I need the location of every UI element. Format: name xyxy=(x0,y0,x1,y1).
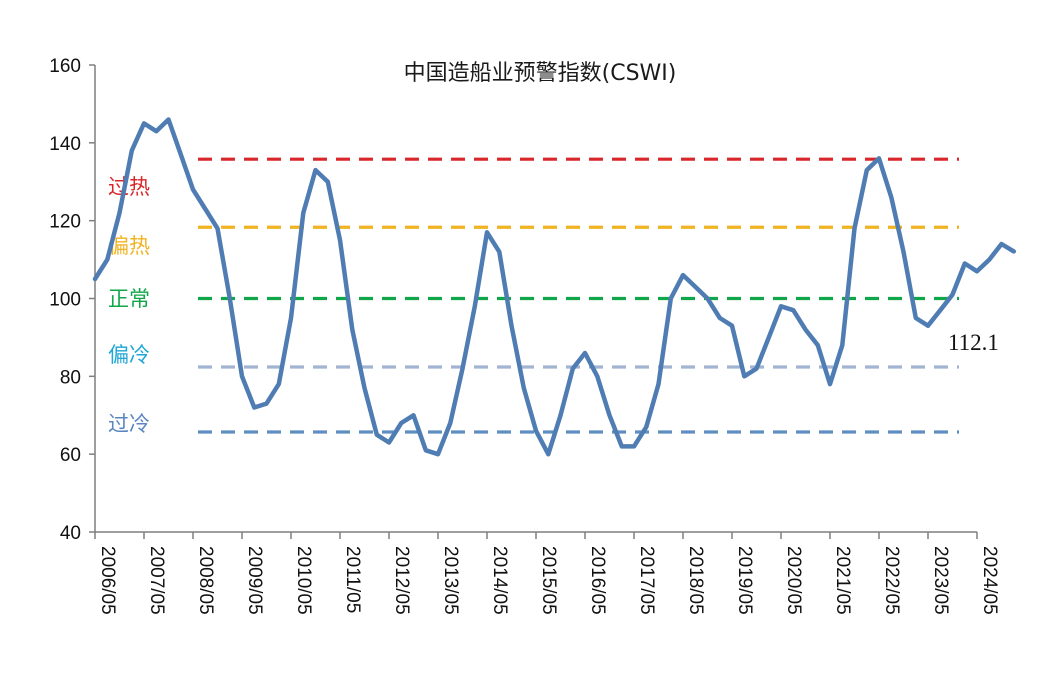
y-tick-label: 40 xyxy=(60,523,81,544)
x-tick-label: 2007/05 xyxy=(146,546,167,615)
y-tick-label: 60 xyxy=(60,445,81,466)
threshold-label: 正常 xyxy=(108,287,150,311)
y-tick-label: 100 xyxy=(49,290,81,311)
x-tick-label: 2013/05 xyxy=(440,546,461,615)
x-tick-label: 2019/05 xyxy=(734,546,755,615)
threshold-label: 过热 xyxy=(108,175,150,199)
x-tick-label: 2015/05 xyxy=(538,546,559,615)
cswi-series-line xyxy=(92,117,1017,457)
axes: 40 60 80 100 120 140 160 2006/05 2007/05 2008/05 2… xyxy=(49,56,1000,615)
chart-title: 中国造船业预警指数(CSWI) xyxy=(404,61,677,86)
y-tick-label: 160 xyxy=(49,56,81,77)
x-tick-label: 2006/05 xyxy=(97,546,118,615)
latest-value-annotation: 112.1 xyxy=(948,330,999,355)
x-tick-label: 2014/05 xyxy=(489,546,510,615)
series-layer xyxy=(92,117,1017,457)
threshold-label: 偏冷 xyxy=(108,343,150,367)
y-tick-label: 80 xyxy=(60,367,81,388)
x-tick-label: 2017/05 xyxy=(636,546,657,615)
x-tick-label: 2016/05 xyxy=(587,546,608,615)
x-tick-label: 2023/05 xyxy=(930,546,951,615)
x-tick-label: 2008/05 xyxy=(195,546,216,615)
x-tick-label: 2010/05 xyxy=(293,546,314,615)
x-tick-label: 2021/05 xyxy=(832,546,853,615)
x-tick-label: 2012/05 xyxy=(391,546,412,615)
x-tick-label: 2024/05 xyxy=(979,546,1000,615)
x-tick-label: 2018/05 xyxy=(685,546,706,615)
threshold-label: 过冷 xyxy=(108,412,150,436)
x-tick-label: 2011/05 xyxy=(342,546,363,613)
x-tick-label: 2022/05 xyxy=(881,546,902,615)
y-tick-label: 120 xyxy=(49,212,81,233)
x-tick-label: 2009/05 xyxy=(244,546,265,615)
y-tick-label: 140 xyxy=(49,134,81,155)
x-tick-label: 2020/05 xyxy=(783,546,804,615)
